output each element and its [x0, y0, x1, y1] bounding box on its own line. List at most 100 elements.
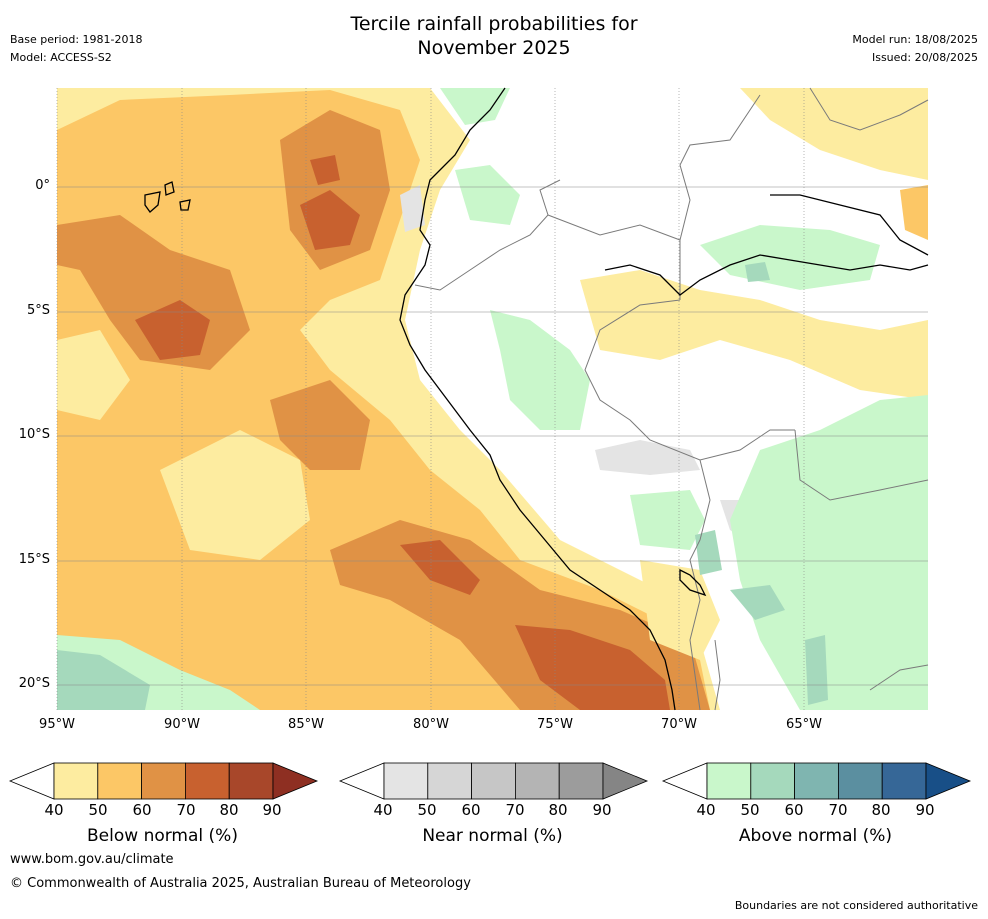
- colorbar-below-segment-4: [184, 762, 230, 800]
- graticule: [56, 88, 928, 710]
- colorbar-near-over-triangle: [602, 762, 649, 800]
- above-tick-90: 90: [915, 801, 935, 819]
- colorbar-below-segment-3: [141, 762, 186, 800]
- model-run: Model run: 18/08/2025: [852, 33, 978, 46]
- below-50-ocean: [57, 90, 710, 710]
- colorbar-near-segment-5: [558, 762, 604, 800]
- issued-date: Issued: 20/08/2025: [871, 51, 978, 64]
- lat-label-5s: 5°S: [26, 303, 50, 318]
- below-60-north: [280, 110, 390, 270]
- footer-copyright: © Commonwealth of Australia 2025, Austra…: [10, 876, 471, 891]
- above-50-south: [730, 585, 785, 620]
- colorbar-above-segment-1: [706, 762, 752, 800]
- near-tick-70: 70: [505, 801, 525, 819]
- title-line-1: Tercile rainfall probabilities for: [350, 13, 638, 35]
- above-tick-40: 40: [696, 801, 716, 819]
- above-40-peru: [490, 310, 590, 430]
- lat-label-15s: 15°S: [18, 552, 50, 567]
- colorbar-above: [661, 762, 972, 800]
- colorbar-near-segment-2: [427, 762, 473, 800]
- above-tick-50: 50: [740, 801, 760, 819]
- colorbar-below-over-triangle: [272, 762, 319, 800]
- near-tick-50: 50: [417, 801, 437, 819]
- above-tick-70: 70: [828, 801, 848, 819]
- below-60-central: [270, 380, 370, 470]
- below-70-southeast: [400, 540, 480, 595]
- colorbar-above-segment-4: [837, 762, 883, 800]
- colorbar-above-segment-5: [881, 762, 927, 800]
- near-tick-80: 80: [548, 801, 568, 819]
- near-40-coast: [400, 185, 425, 232]
- below-70-north-b: [310, 155, 340, 185]
- above-50-amazon: [745, 262, 770, 282]
- below-40-pocket-b: [57, 330, 130, 420]
- border-colombia-peru: [547, 214, 681, 300]
- below-40-pocket-a: [160, 430, 310, 560]
- country-borders: [414, 87, 929, 711]
- below-50-east-edge: [900, 185, 928, 240]
- colorbar-below-label: Below normal (%): [87, 826, 238, 846]
- coast-lake-titicaca: [679, 568, 707, 597]
- lon-label-95w: 95°W: [39, 717, 75, 732]
- above-tick-60: 60: [784, 801, 804, 819]
- below-tick-80: 80: [219, 801, 239, 819]
- lon-label-65w: 65°W: [786, 717, 822, 732]
- below-40-northeast: [740, 88, 928, 180]
- above-50-bolivia: [695, 530, 722, 575]
- colorbar-near-segment-3: [471, 762, 516, 800]
- lat-label-20s: 20°S: [18, 676, 50, 691]
- coast-galapagos-b: [164, 181, 175, 196]
- colorbar-near-under-triangle: [338, 762, 385, 800]
- colorbar-above-segment-3: [794, 762, 839, 800]
- border-bolivia-chile: [714, 639, 721, 711]
- below-tick-40: 40: [44, 801, 64, 819]
- coast-amazon-north: [770, 194, 929, 256]
- below-70-north: [300, 190, 360, 250]
- coast-galapagos-c: [179, 199, 191, 211]
- coast-pacific: [399, 87, 676, 711]
- below-70-south: [515, 625, 670, 710]
- border-ecuador-peru: [414, 179, 561, 291]
- lat-label-10s: 10°S: [18, 427, 50, 442]
- lon-label-80w: 80°W: [413, 717, 449, 732]
- colorbar-above-label: Above normal (%): [738, 826, 893, 846]
- border-bolivia: [794, 429, 929, 501]
- coast-amazon-river: [604, 254, 929, 296]
- coastlines: [144, 87, 929, 711]
- colorbar-below-segment-2: [97, 762, 143, 800]
- below-tick-50: 50: [88, 801, 108, 819]
- colorbar-below: [8, 762, 319, 800]
- above-40-amazon: [700, 225, 880, 290]
- colorbars: [8, 762, 972, 800]
- border-paraguay: [869, 664, 929, 691]
- page-title: Tercile rainfall probabilities for Novem…: [0, 12, 988, 60]
- below-70-west: [135, 300, 210, 360]
- above-40-north: [440, 88, 510, 125]
- base-period: Base period: 1981-2018: [10, 33, 143, 46]
- lon-label-90w: 90°W: [164, 717, 200, 732]
- colorbar-near-label: Near normal (%): [422, 826, 563, 846]
- above-40-southeast: [730, 395, 928, 710]
- colorbar-near-segment-4: [514, 762, 560, 800]
- colorbar-above-segment-2: [750, 762, 796, 800]
- lat-label-0: 0°: [35, 178, 50, 193]
- lon-label-75w: 75°W: [537, 717, 573, 732]
- lon-label-85w: 85°W: [288, 717, 324, 732]
- colorbar-above-under-triangle: [661, 762, 708, 800]
- colorbar-above-over-triangle: [925, 762, 972, 800]
- colorbar-below-segment-5: [228, 762, 274, 800]
- below-40-amazon: [580, 270, 928, 400]
- colorbar-below-under-triangle: [8, 762, 55, 800]
- above-40-ecuador: [455, 165, 520, 225]
- footer-url: www.bom.gov.au/climate: [10, 852, 174, 867]
- border-bolivia-peru: [689, 459, 711, 711]
- below-tick-60: 60: [132, 801, 152, 819]
- near-tick-60: 60: [461, 801, 481, 819]
- colorbar-below-segment-1: [53, 762, 99, 800]
- border-brazil-peru: [584, 299, 795, 461]
- near-tick-40: 40: [373, 801, 393, 819]
- near-40-andes: [595, 440, 700, 475]
- below-tick-90: 90: [262, 801, 282, 819]
- title-line-2: November 2025: [417, 37, 571, 59]
